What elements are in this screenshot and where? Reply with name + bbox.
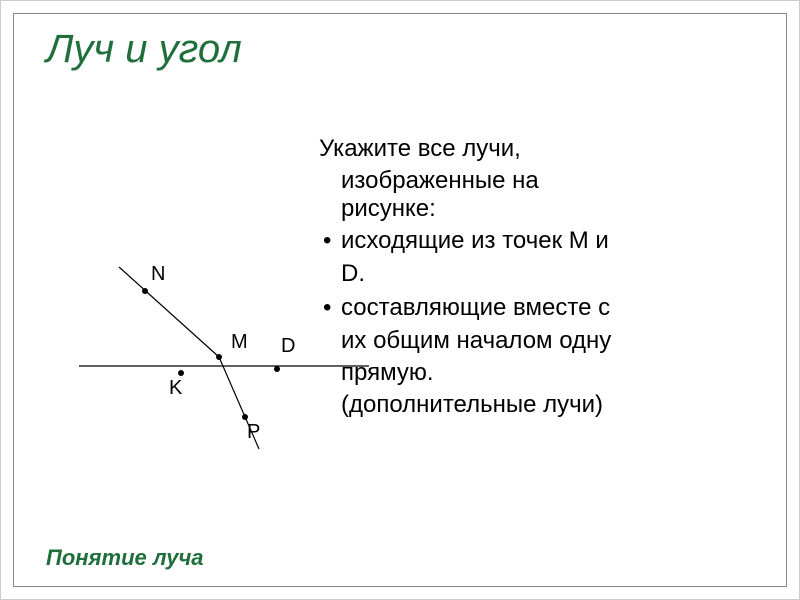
diagram-svg xyxy=(49,259,369,469)
bullet-2-line1: составляющие вместе с xyxy=(341,294,610,321)
bullet-list: исходящие из точек M и D. составляющие в… xyxy=(319,225,761,421)
content-block: Укажите все лучи, изображенные на рисунк… xyxy=(319,133,761,424)
point-label-d: D xyxy=(281,335,295,358)
point-label-m: M xyxy=(231,331,248,354)
intro-text-line2: изображенные на xyxy=(319,167,761,195)
intro-text-line1: Укажите все лучи, xyxy=(319,133,761,165)
bullet-2-line4: (дополнительные лучи) xyxy=(341,389,761,421)
bullet-2: составляющие вместе с их общим началом о… xyxy=(319,292,761,422)
intro-text-line3: рисунке: xyxy=(319,195,761,223)
footer-text: Понятие луча xyxy=(46,545,204,571)
bullet-1-line1: исходящие из точек M и xyxy=(341,227,609,254)
point-label-n: N xyxy=(151,263,165,286)
bullet-2-line3: прямую. xyxy=(341,357,761,389)
point-label-k: K xyxy=(169,377,182,400)
point-label-p: P xyxy=(247,421,260,444)
bullet-2-line2: их общим началом одну xyxy=(341,325,761,357)
slide: Луч и угол Укажите все лучи, изображенны… xyxy=(0,0,800,600)
geometry-diagram: N M D K P xyxy=(49,259,369,469)
slide-title: Луч и угол xyxy=(46,27,242,72)
bullet-1-line2: D. xyxy=(341,258,761,290)
bullet-1: исходящие из точек M и D. xyxy=(319,225,761,290)
